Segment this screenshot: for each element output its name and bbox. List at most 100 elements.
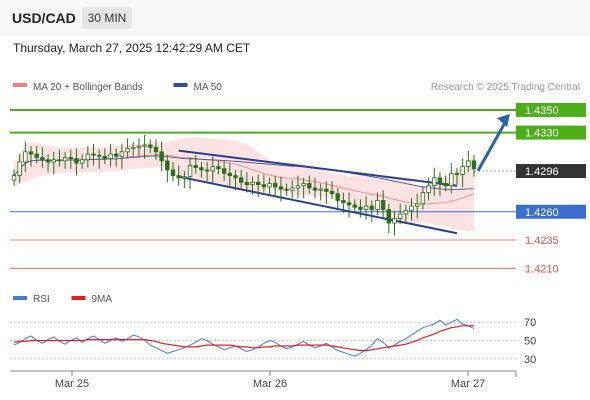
candle-body — [136, 145, 142, 148]
candle-body — [91, 153, 96, 156]
candle-body — [165, 160, 170, 171]
pivot-label-box — [516, 204, 586, 219]
symbol-label: USD/CAD — [12, 10, 76, 26]
candle-body — [244, 181, 250, 186]
channel-upper-line — [178, 149, 458, 187]
candle-body — [102, 155, 108, 159]
candle-body — [375, 200, 380, 210]
candle-body — [131, 146, 136, 149]
candle-body — [176, 175, 181, 179]
candle-body — [443, 183, 448, 187]
resistance-label-1-box — [516, 125, 586, 140]
candle-body — [335, 193, 340, 201]
legend-label-0: MA 20 + Bollinger Bands — [33, 82, 143, 93]
candle-body — [96, 154, 102, 157]
candle-body — [312, 187, 318, 191]
candle-body — [28, 151, 34, 155]
candle-body — [182, 176, 187, 179]
candle-body — [290, 187, 295, 191]
candle-body — [403, 210, 409, 215]
resistance-label-0: 1.4350 — [525, 105, 559, 117]
legend-label-1: MA 50 — [194, 82, 223, 93]
candle-body — [324, 188, 329, 192]
candle-body — [227, 172, 233, 176]
candle-body — [358, 206, 363, 210]
candle-body — [108, 153, 113, 159]
candle-body — [278, 186, 284, 190]
current-price-label-box — [516, 164, 586, 179]
candle-body — [454, 172, 460, 175]
watermark: Research © 2025 Trading Central — [431, 82, 580, 93]
candle-body — [352, 204, 357, 208]
candle-body — [273, 183, 278, 188]
candle-body — [85, 153, 91, 161]
candle-body — [420, 192, 426, 205]
ma50-line — [13, 155, 474, 190]
candle-body — [238, 177, 244, 183]
rsi-legend-label-1: 9MA — [92, 294, 113, 305]
candle-body — [11, 175, 17, 181]
rsi-series-0 — [13, 318, 475, 357]
candle-body — [51, 159, 56, 163]
candle-body — [329, 190, 335, 195]
candle-body — [159, 151, 164, 162]
candle-body — [363, 205, 369, 210]
candle-body — [250, 181, 255, 186]
candle-body — [397, 213, 403, 219]
candle-body — [369, 205, 374, 210]
candle-body — [148, 144, 153, 148]
candle-body — [295, 185, 301, 189]
candle-body — [34, 153, 39, 158]
candle-body — [17, 161, 22, 176]
candle-body — [255, 181, 261, 186]
candle-body — [170, 169, 176, 176]
candle-body — [23, 151, 28, 163]
candle-body — [409, 205, 414, 212]
support-label-1: 1.4210 — [525, 263, 559, 275]
support-label-0: 1.4235 — [525, 235, 559, 247]
candle-body — [380, 200, 386, 210]
candle-body — [233, 175, 238, 179]
candle-body — [307, 183, 312, 189]
candle-body — [153, 146, 159, 153]
candle-body — [45, 159, 51, 163]
candle-body — [199, 167, 204, 171]
bollinger-band-fill — [14, 137, 474, 232]
candle-body — [471, 160, 477, 170]
timestamp: Thursday, March 27, 2025 12:42:29 AM CET — [13, 41, 251, 55]
timeframe-button[interactable]: 30 MIN — [82, 7, 132, 29]
candle-body — [114, 153, 119, 157]
candle-body — [210, 166, 215, 172]
rsi-legend-swatch-1 — [71, 296, 86, 300]
candle-body — [40, 157, 45, 161]
rsi-series-1 — [13, 325, 474, 352]
candle-body — [62, 157, 68, 162]
candle-body — [74, 158, 79, 164]
candle-body — [432, 177, 437, 187]
pivot-label: 1.4260 — [525, 207, 559, 219]
candle-body — [204, 169, 210, 172]
candle-body — [193, 164, 198, 169]
current-price-label: 1.4296 — [525, 166, 559, 178]
chart-header: USD/CAD 30 MIN — [0, 0, 590, 36]
candle-body — [301, 183, 306, 187]
candle-body — [216, 166, 221, 170]
candle-body — [392, 218, 397, 224]
candle-body — [284, 188, 289, 191]
x-tick-label-1: Mar 26 — [253, 378, 287, 390]
rsi-legend-label-0: RSI — [33, 294, 50, 305]
candle-body — [426, 185, 431, 193]
resistance-label-1: 1.4330 — [525, 128, 559, 140]
rsi-legend-swatch-0 — [13, 296, 27, 300]
candle-body — [341, 200, 346, 204]
projection-arrow-head — [497, 113, 510, 127]
rsi-tick-label-2: 30 — [524, 354, 536, 366]
projection-arrow-shaft — [476, 120, 508, 172]
candle-body — [466, 160, 471, 167]
candle-body — [460, 166, 465, 175]
rsi-tick-label-1: 50 — [524, 336, 536, 348]
candle-body — [142, 144, 147, 147]
candle-body — [125, 148, 130, 153]
x-tick-label-0: Mar 25 — [55, 378, 89, 390]
